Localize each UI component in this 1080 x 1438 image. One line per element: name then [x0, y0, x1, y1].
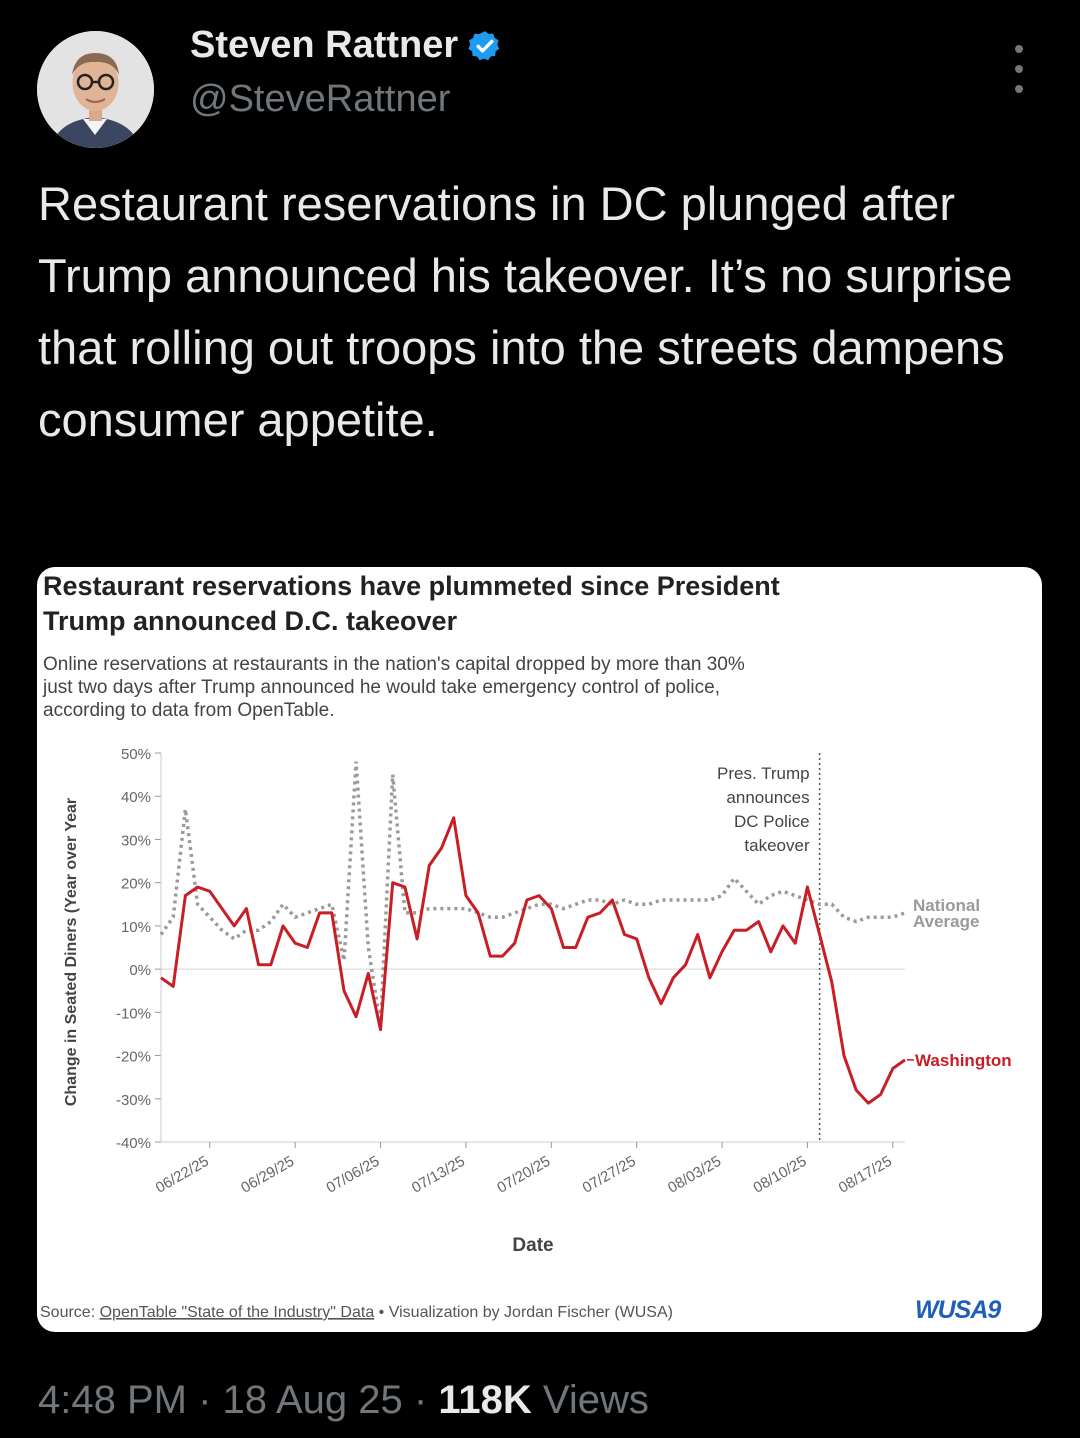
meta-separator-2: ·	[413, 1378, 428, 1422]
y-tick-label: 50%	[121, 746, 151, 763]
source-link[interactable]: OpenTable "State of the Industry" Data	[100, 1304, 375, 1321]
series-line-national-average	[159, 761, 906, 1026]
wusa9-logo: WUSA9	[915, 1296, 1002, 1324]
series-label-national-average: National	[913, 896, 980, 915]
chart-title-line-2: Trump announced D.C. takeover	[43, 606, 458, 636]
tweet-meta: 4:48 PM · 18 Aug 25 · 118K Views	[38, 1378, 649, 1423]
source-prefix: Source:	[40, 1304, 100, 1321]
x-tick-label: 08/17/25	[836, 1153, 895, 1197]
y-axis-label: Change in Seated Diners (Year over Year	[63, 798, 80, 1106]
author-handle[interactable]: @SteveRattner	[190, 78, 451, 120]
y-tick-label: 0%	[129, 962, 151, 979]
annotation-text-line: announces	[726, 788, 809, 807]
source-text: Source: OpenTable "State of the Industry…	[40, 1304, 673, 1321]
tweet-text: Restaurant reservations in DC plunged af…	[38, 177, 1013, 446]
x-tick-label: 06/29/25	[238, 1153, 297, 1197]
meta-separator-1: ·	[198, 1378, 212, 1422]
wusa9-logo-text: WUSA9	[915, 1296, 1001, 1324]
author-name[interactable]: Steven Rattner	[190, 24, 459, 66]
verified-badge-icon	[468, 30, 500, 60]
views-label: Views	[542, 1378, 649, 1422]
x-tick-label: 07/20/25	[494, 1153, 553, 1197]
y-tick-label: -40%	[116, 1135, 151, 1152]
x-tick-label: 08/03/25	[665, 1153, 724, 1197]
views-count: 118K	[438, 1378, 532, 1422]
annotation-text-line: DC Police	[734, 812, 810, 831]
series-label-national-average: Average	[913, 912, 979, 931]
chart-subtitle-line-1: Online reservations at restaurants in th…	[43, 654, 745, 675]
x-tick-label: 08/10/25	[750, 1153, 809, 1197]
tweet-time[interactable]: 4:48 PM	[38, 1378, 187, 1422]
tweet-date[interactable]: 18 Aug 25	[222, 1378, 403, 1422]
source-suffix: • Visualization by Jordan Fischer (WUSA)	[374, 1304, 673, 1321]
x-tick-label: 07/06/25	[323, 1153, 382, 1197]
author-avatar[interactable]	[37, 31, 154, 148]
y-tick-label: -20%	[116, 1049, 151, 1066]
chart-svg: Restaurant reservations have plummeted s…	[40, 571, 1012, 1324]
x-axis-label: Date	[512, 1235, 553, 1256]
annotation-text-line: Pres. Trump	[717, 764, 810, 783]
y-tick-label: 40%	[121, 789, 151, 806]
author-name-row[interactable]: Steven Rattner	[190, 24, 502, 67]
annotation-text-line: takeover	[744, 836, 810, 855]
chart-title-line-1: Restaurant reservations have plummeted s…	[43, 571, 780, 601]
series-line-washington	[160, 816, 906, 1105]
y-tick-label: 30%	[121, 832, 151, 849]
more-options-icon[interactable]	[1006, 45, 1032, 93]
x-tick-label: 06/22/25	[153, 1153, 212, 1197]
x-tick-label: 07/13/25	[409, 1153, 468, 1197]
chart-image-card[interactable]: Restaurant reservations have plummeted s…	[37, 567, 1042, 1332]
chart-subtitle-line-3: according to data from OpenTable.	[43, 700, 335, 721]
x-tick-label: 07/27/25	[580, 1153, 639, 1197]
y-tick-label: 20%	[121, 876, 151, 893]
y-tick-label: -10%	[116, 1005, 151, 1022]
y-tick-label: -30%	[116, 1092, 151, 1109]
series-label-washington: Washington	[915, 1051, 1012, 1070]
chart-subtitle-line-2: just two days after Trump announced he w…	[42, 677, 720, 698]
y-tick-label: 10%	[121, 919, 151, 936]
